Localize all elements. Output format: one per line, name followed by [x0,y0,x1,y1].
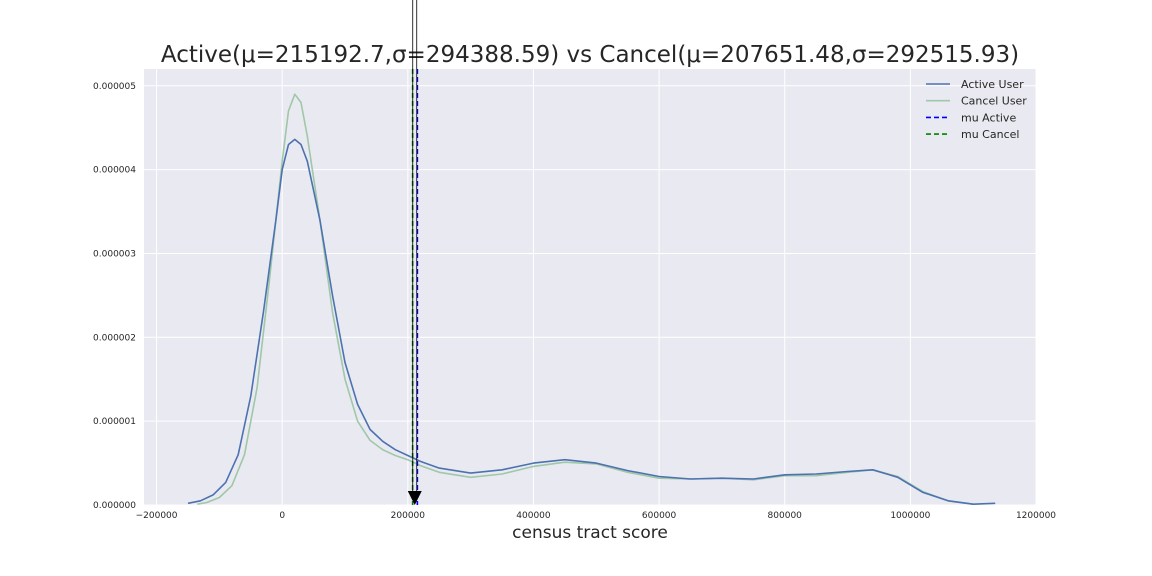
legend: Active User Cancel User mu Active mu Cancel [926,78,1027,141]
y-tick-label: 0.000000 [93,501,136,511]
y-tick-label: 0.000003 [93,249,136,259]
series-line-active-user [187,138,996,505]
x-tick-label: 400000 [516,511,551,521]
x-axis-ticks: −200000 0 200000 400000 600000 800000 1000000 1… [136,511,1057,521]
legend-label: Cancel User [961,95,1027,108]
annotation-arrow-head [407,491,422,505]
chart-title: Active(μ=215192.7,σ=294388.59) vs Cancel… [161,42,1019,68]
y-tick-label: 0.000004 [93,166,136,176]
y-axis-ticks: 0.000000 0.000001 0.000002 0.000003 0.000004… [93,82,136,511]
legend-label: mu Cancel [961,128,1019,141]
y-tick-label: 0.000001 [93,417,136,427]
x-tick-label: 1000000 [890,511,930,521]
x-axis-label: census tract score [512,523,668,543]
y-tick-label: 0.000005 [93,82,136,92]
series-lines [187,93,996,505]
x-tick-label: 600000 [642,511,677,521]
plot-area [144,69,1036,505]
x-tick-label: −200000 [136,511,178,521]
gridlines [144,69,1037,506]
x-tick-label: 1200000 [1016,511,1056,521]
x-tick-label: 0 [279,511,285,521]
legend-label: Active User [961,78,1024,91]
y-tick-label: 0.000002 [93,333,136,343]
x-tick-label: 200000 [391,511,426,521]
annotation-arrow [407,0,422,505]
x-tick-label: 800000 [768,511,803,521]
legend-label: mu Active [961,111,1016,124]
